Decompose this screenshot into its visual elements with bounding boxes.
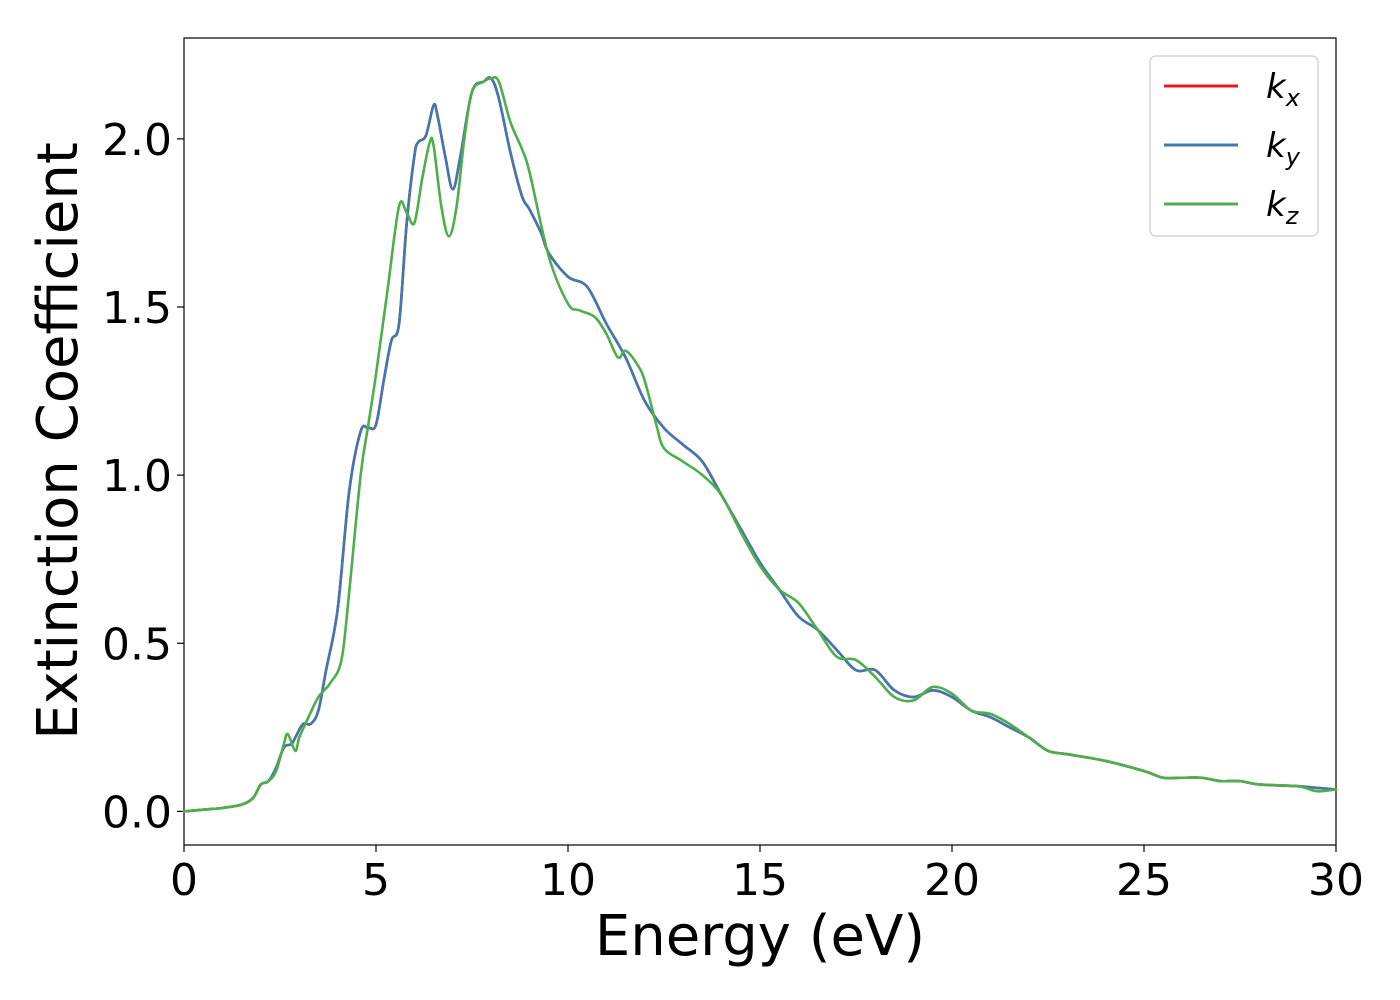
- y-tick-label: 0.5: [102, 619, 172, 670]
- x-tick-label: 20: [924, 855, 980, 906]
- y-axis-label: Extinction Coefficient: [26, 142, 91, 740]
- x-tick-label: 0: [170, 855, 198, 906]
- x-tick-label: 10: [540, 855, 596, 906]
- series-layer: [182, 76, 1338, 813]
- x-tick-label: 25: [1116, 855, 1172, 906]
- x-axis-label: Energy (eV): [595, 904, 925, 969]
- x-tick-label: 15: [732, 855, 788, 906]
- x-tick-label: 5: [362, 855, 390, 906]
- x-axis: 0 5 10 15 20 25 30: [170, 845, 1364, 906]
- y-tick-label: 0.0: [102, 787, 172, 838]
- legend-label-base: k: [1266, 67, 1287, 107]
- legend-label-subscript: z: [1285, 202, 1300, 230]
- legend-label-base: k: [1266, 126, 1287, 166]
- legend-label-base: k: [1266, 185, 1287, 225]
- legend-label-subscript: x: [1285, 84, 1301, 112]
- legend-label-z: kz: [1266, 185, 1300, 230]
- y-tick-label: 1.5: [102, 283, 172, 334]
- legend-label-y: ky: [1266, 126, 1301, 171]
- legend-label-x: kx: [1266, 67, 1301, 112]
- y-tick-label: 2.0: [102, 115, 172, 166]
- y-tick-label: 1.0: [102, 451, 172, 502]
- x-tick-label: 30: [1308, 855, 1364, 906]
- series-line-z: [182, 76, 1338, 813]
- legend-label-subscript: y: [1285, 143, 1301, 171]
- y-axis: 0.0 0.5 1.0 1.5 2.0: [102, 115, 184, 838]
